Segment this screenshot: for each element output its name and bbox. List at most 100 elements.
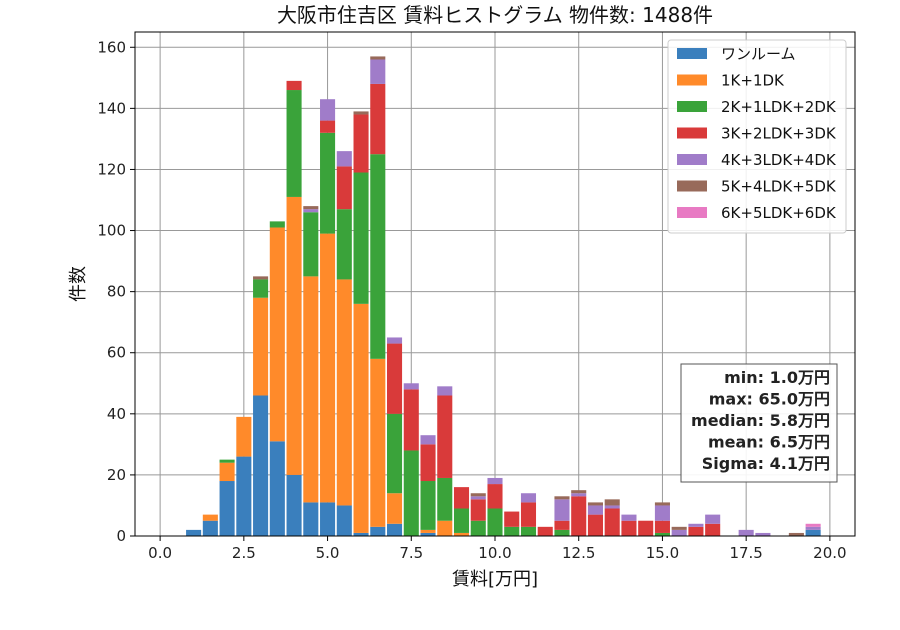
y-tick-label: 60 <box>107 344 126 362</box>
bar-segment <box>336 209 352 280</box>
legend-label: 2K+1LDK+2DK <box>721 98 837 116</box>
bar-segment <box>353 111 369 115</box>
bar-segment <box>654 520 670 533</box>
bar-segment <box>219 459 235 463</box>
stats-frame <box>680 363 838 483</box>
chart-title: 大阪市住吉区 賃料ヒストグラム 物件数: 1488件 <box>277 3 713 27</box>
bar-segment <box>805 523 821 527</box>
x-tick-label: 2.5 <box>232 544 256 562</box>
x-tick-label: 15.0 <box>646 544 679 562</box>
bar-segment <box>303 276 319 503</box>
bar-segment <box>370 59 386 84</box>
bar-segment <box>202 514 218 521</box>
bar-segment <box>805 529 821 536</box>
x-tick-label: 20.0 <box>813 544 846 562</box>
bar-segment <box>370 83 386 155</box>
bar-segment <box>470 496 486 500</box>
bar-segment <box>621 514 637 521</box>
bar-segment <box>537 526 553 536</box>
bar-segment <box>604 508 620 536</box>
bar-segment <box>738 529 754 536</box>
bar-segment <box>487 477 503 485</box>
bar-segment <box>520 493 537 503</box>
bar-segment <box>403 450 419 536</box>
legend-swatch <box>677 48 707 59</box>
legend-swatch <box>677 207 707 218</box>
bar-segment <box>671 529 687 536</box>
bar-segment <box>269 221 285 228</box>
bar-segment <box>504 511 520 527</box>
bar-segment <box>437 520 453 536</box>
legend: ワンルーム 1K+1DK 2K+1LDK+2DK 3K+2LDK+3DK 4K+3LDK… <box>667 39 847 234</box>
bar-segment <box>654 505 670 521</box>
bar-segment <box>621 520 637 536</box>
bar-segment <box>370 154 386 359</box>
bar-segment <box>353 303 369 533</box>
bar-segment <box>236 416 252 457</box>
legend-swatch <box>677 101 707 112</box>
bar-segment <box>420 529 436 533</box>
bar-segment <box>219 462 235 482</box>
bar-segment <box>470 520 486 536</box>
legend-label: 5K+4LDK+5DK <box>721 178 837 196</box>
y-tick-label: 100 <box>97 222 126 240</box>
bar-segment <box>236 456 252 536</box>
legend-label: 3K+2LDK+3DK <box>721 125 837 143</box>
y-tick-label: 20 <box>107 466 126 484</box>
bar-segment <box>320 132 336 234</box>
x-tick-label: 7.5 <box>399 544 423 562</box>
bar-segment <box>688 526 704 536</box>
bar-segment <box>554 496 570 500</box>
bar-segment <box>437 386 453 396</box>
bar-segment <box>470 499 486 521</box>
bar-segment <box>253 395 269 536</box>
stats-line: median: 5.8万円 <box>691 411 830 430</box>
bar-segment <box>336 151 352 167</box>
stats-line: Sigma: 4.1万円 <box>702 454 830 473</box>
bar-segment <box>604 499 620 506</box>
bar-segment <box>587 502 603 506</box>
bar-segment <box>286 80 302 91</box>
y-tick-label: 0 <box>116 527 126 545</box>
bar-segment <box>654 502 670 506</box>
bar-segment <box>269 441 285 536</box>
bar-segment <box>571 490 587 494</box>
bar-segment <box>453 532 470 536</box>
y-tick-label: 40 <box>107 405 126 423</box>
bar-segment <box>520 526 537 536</box>
y-tick-label: 160 <box>97 38 126 56</box>
bar-segment <box>219 481 235 536</box>
bar-segment <box>520 502 537 527</box>
bar-segment <box>253 279 269 298</box>
y-axis-title: 件数 <box>68 266 89 302</box>
bar-segment <box>186 529 202 536</box>
legend-swatch <box>677 74 707 86</box>
bar-segment <box>420 444 436 482</box>
bar-segment <box>420 532 436 536</box>
bar-segment <box>688 523 704 527</box>
bar-segment <box>320 502 336 536</box>
bar-segment <box>671 526 687 530</box>
bar-segment <box>353 114 369 173</box>
x-tick-label: 17.5 <box>729 544 762 562</box>
bar-segment <box>286 196 302 475</box>
bar-segment <box>638 520 654 536</box>
bar-segment <box>303 212 319 277</box>
bars <box>186 56 821 536</box>
x-tick-label: 10.0 <box>478 544 511 562</box>
stats-line: max: 65.0万円 <box>709 390 830 409</box>
bar-segment <box>705 523 721 536</box>
bar-segment <box>805 526 821 530</box>
bar-segment <box>554 499 570 521</box>
y-tick-label: 140 <box>97 99 126 117</box>
bar-segment <box>387 493 403 524</box>
bar-segment <box>437 477 453 521</box>
bar-segment <box>487 484 503 509</box>
bar-segment <box>420 435 436 445</box>
bar-segment <box>202 520 218 536</box>
bar-segment <box>420 481 436 530</box>
stats-box: min: 1.0万円 max: 65.0万円 median: 5.8万円 mean: … <box>680 363 838 483</box>
bar-segment <box>571 493 587 497</box>
bar-segment <box>286 90 302 197</box>
bar-segment <box>654 532 670 536</box>
